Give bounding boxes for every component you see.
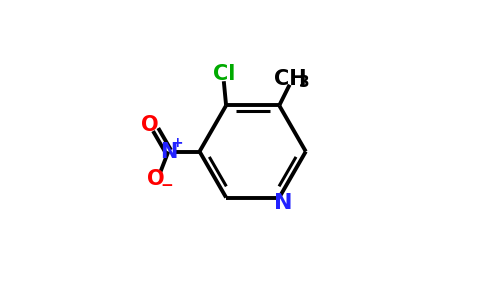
Text: Cl: Cl: [212, 64, 235, 84]
Text: O: O: [147, 169, 165, 189]
Text: N: N: [160, 142, 177, 161]
Text: 3: 3: [299, 75, 310, 90]
Text: CH: CH: [274, 69, 307, 89]
Text: N: N: [274, 193, 293, 213]
Text: O: O: [141, 116, 159, 135]
Text: −: −: [160, 178, 173, 193]
Text: +: +: [171, 136, 183, 150]
